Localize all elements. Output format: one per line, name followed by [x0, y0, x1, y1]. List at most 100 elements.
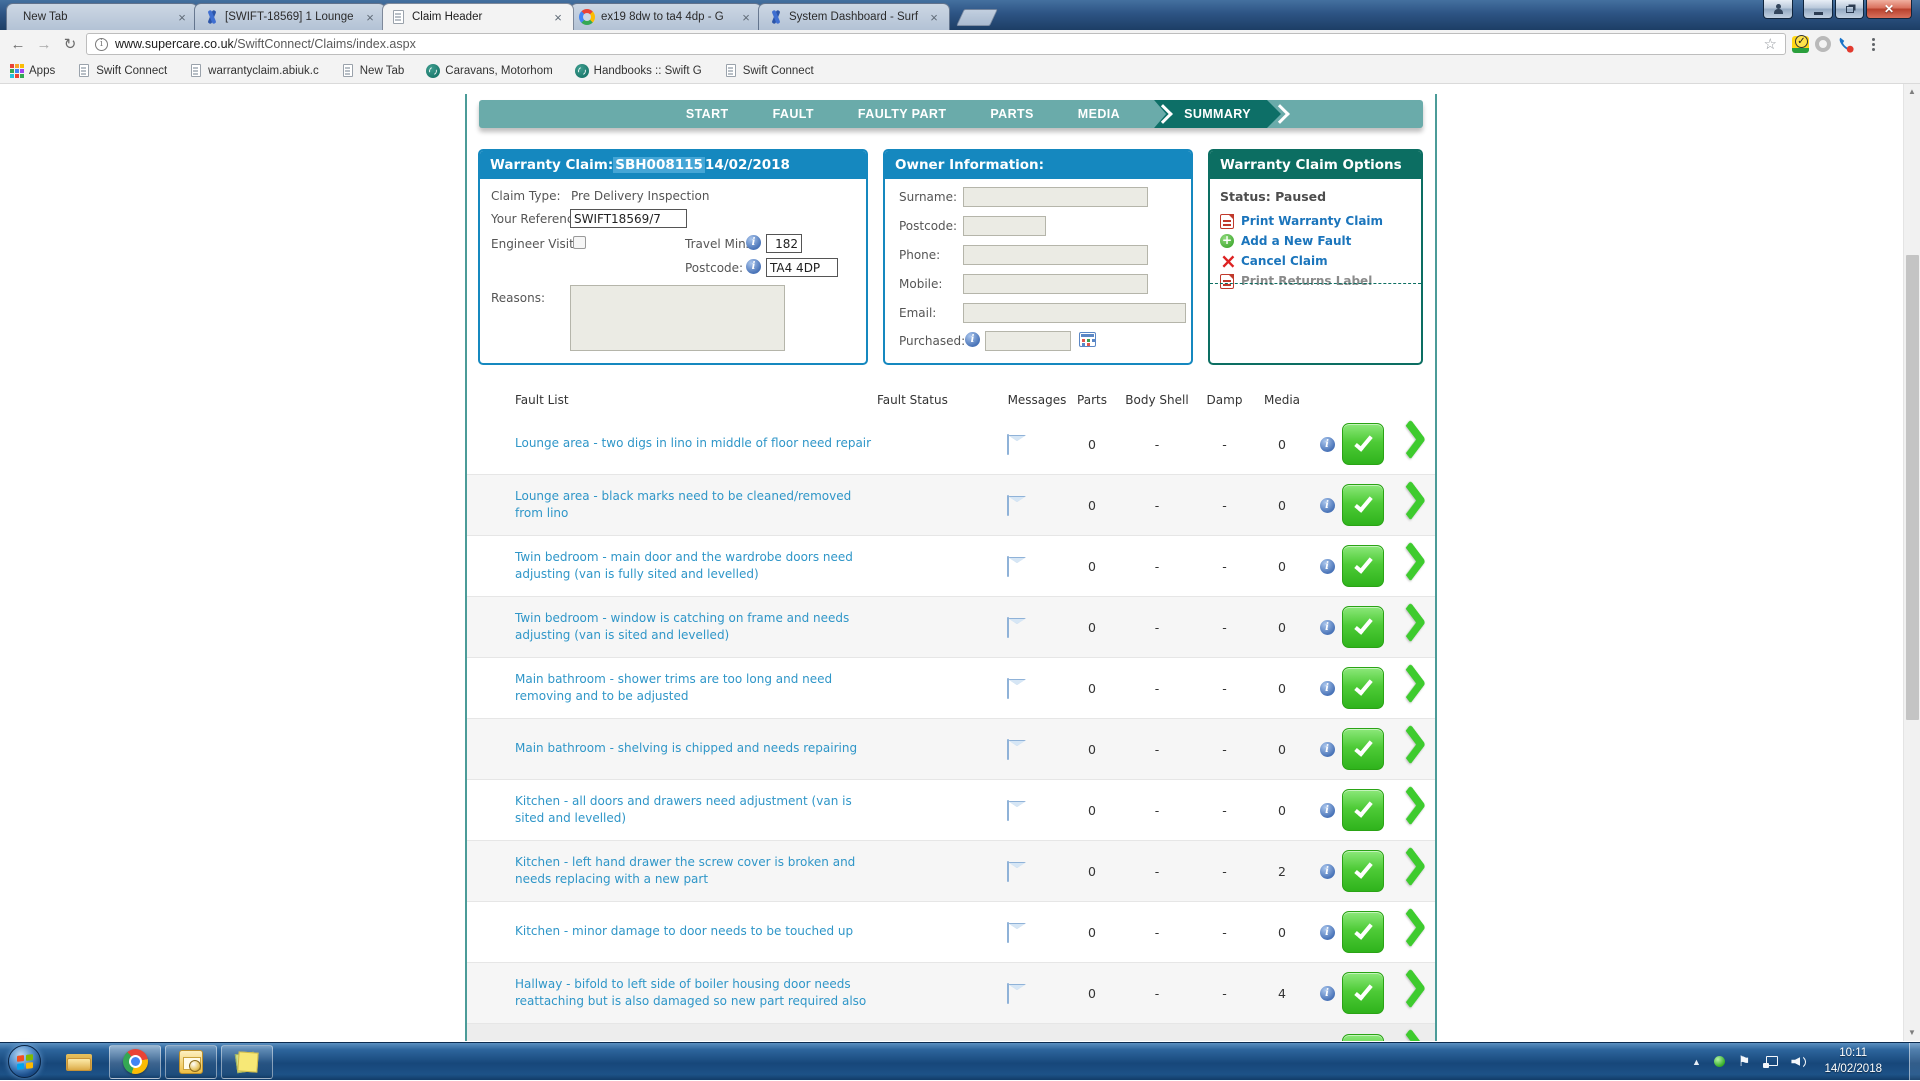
message-envelope-icon[interactable]	[1007, 617, 1009, 638]
fault-link[interactable]: Kitchen - left hand drawer the screw cov…	[515, 854, 877, 889]
new-tab-button[interactable]	[956, 9, 998, 26]
fault-link[interactable]: Kitchen - all doors and drawers need adj…	[515, 793, 877, 828]
calendar-icon[interactable]	[1079, 332, 1096, 347]
open-fault-button[interactable]	[1396, 1034, 1422, 1041]
fault-info-icon[interactable]: i	[1320, 681, 1335, 696]
complete-fault-button[interactable]	[1342, 606, 1384, 648]
page-scrollbar[interactable]: ▲ ▼	[1903, 84, 1920, 1041]
complete-fault-button[interactable]	[1342, 911, 1384, 953]
complete-fault-button[interactable]	[1342, 728, 1384, 770]
fault-info-icon[interactable]: i	[1320, 742, 1335, 757]
scrollbar-up-icon[interactable]: ▲	[1904, 84, 1920, 100]
complete-fault-button[interactable]	[1342, 1034, 1384, 1041]
bookmark-item[interactable]: warrantyclaim.abiuk.c	[189, 64, 319, 77]
open-fault-button[interactable]	[1396, 425, 1422, 463]
wizard-step[interactable]: START	[686, 107, 729, 121]
complete-fault-button[interactable]	[1342, 667, 1384, 709]
profile-button[interactable]	[1763, 0, 1793, 19]
network-icon[interactable]	[1763, 1056, 1778, 1068]
tab-close-icon[interactable]: ×	[175, 10, 189, 25]
open-fault-button[interactable]	[1396, 547, 1422, 585]
back-button[interactable]: ←	[8, 36, 28, 53]
bookmark-item[interactable]: Caravans, Motorhom	[426, 64, 552, 78]
open-fault-button[interactable]	[1396, 486, 1422, 524]
surname-input[interactable]	[963, 187, 1148, 207]
browser-tab[interactable]: ex19 8dw to ta4 4dp - G ×	[570, 3, 762, 30]
bookmark-star-icon[interactable]: ☆	[1764, 35, 1777, 53]
message-envelope-icon[interactable]	[1007, 495, 1009, 516]
complete-fault-button[interactable]	[1342, 423, 1384, 465]
tab-close-icon[interactable]: ×	[927, 10, 941, 25]
complete-fault-button[interactable]	[1342, 972, 1384, 1014]
message-envelope-icon[interactable]	[1007, 922, 1009, 943]
fault-info-icon[interactable]: i	[1320, 559, 1335, 574]
option-link[interactable]: Cancel Claim	[1220, 251, 1413, 271]
action-center-flag-icon[interactable]: ⚑	[1738, 1053, 1751, 1070]
browser-tab[interactable]: New Tab ×	[6, 3, 198, 30]
open-fault-button[interactable]	[1396, 852, 1422, 890]
browser-tab[interactable]: Claim Header ×	[382, 3, 574, 30]
fault-link[interactable]: Twin bedroom - main door and the wardrob…	[515, 549, 877, 584]
message-envelope-icon[interactable]	[1007, 739, 1009, 760]
fault-link[interactable]: Main bathroom - shower trims are too lon…	[515, 671, 877, 706]
tab-close-icon[interactable]: ×	[739, 10, 753, 25]
email-input[interactable]	[963, 303, 1186, 323]
message-envelope-icon[interactable]	[1007, 800, 1009, 821]
refresh-button[interactable]: ↻	[60, 35, 80, 53]
complete-fault-button[interactable]	[1342, 545, 1384, 587]
wizard-step[interactable]: PARTS	[990, 107, 1033, 121]
wizard-step[interactable]: SUMMARY	[1154, 100, 1281, 128]
taskbar-chrome-button[interactable]	[109, 1045, 161, 1079]
bookmark-item[interactable]: Swift Connect	[724, 64, 814, 77]
taskbar-sticky-notes-button[interactable]	[221, 1045, 273, 1079]
phone-input[interactable]	[963, 245, 1148, 265]
taskbar-clock[interactable]: 10:11 14/02/2018	[1824, 1046, 1882, 1077]
engineer-visit-checkbox[interactable]	[573, 236, 586, 249]
complete-fault-button[interactable]	[1342, 789, 1384, 831]
browser-tab[interactable]: System Dashboard - Surf ×	[758, 3, 950, 30]
extension-timer-icon[interactable]	[1792, 36, 1809, 53]
message-envelope-icon[interactable]	[1007, 861, 1009, 882]
show-desktop-button[interactable]	[1909, 1043, 1920, 1081]
forward-button[interactable]: →	[34, 36, 54, 53]
volume-icon[interactable]	[1791, 1055, 1807, 1068]
taskbar-outlook-button[interactable]	[165, 1045, 217, 1079]
fault-link[interactable]: Kitchen - minor damage to door needs to …	[515, 923, 877, 940]
taskbar-explorer-button[interactable]	[53, 1045, 105, 1079]
wizard-step[interactable]: FAULT	[773, 107, 814, 121]
fault-info-icon[interactable]: i	[1320, 498, 1335, 513]
page-info-icon[interactable]: i	[95, 38, 108, 51]
browser-tab[interactable]: [SWIFT-18569] 1 Lounge ×	[194, 3, 386, 30]
reasons-textarea[interactable]	[570, 285, 785, 351]
fault-link[interactable]: Main bathroom - shelving is chipped and …	[515, 740, 877, 757]
travel-mins-input[interactable]: 182	[766, 234, 802, 253]
open-fault-button[interactable]	[1396, 791, 1422, 829]
chrome-menu-icon[interactable]	[1864, 38, 1882, 51]
open-fault-button[interactable]	[1396, 913, 1422, 951]
open-fault-button[interactable]	[1396, 974, 1422, 1012]
wizard-step[interactable]: MEDIA	[1078, 107, 1120, 121]
option-link[interactable]: Print Returns Label	[1220, 271, 1413, 291]
scrollbar-thumb[interactable]	[1906, 255, 1919, 720]
tray-status-icon[interactable]	[1714, 1056, 1725, 1067]
open-fault-button[interactable]	[1396, 730, 1422, 768]
start-button[interactable]	[8, 1045, 41, 1078]
travel-mins-info-icon[interactable]: i	[746, 235, 761, 250]
tab-close-icon[interactable]: ×	[551, 10, 565, 25]
open-fault-button[interactable]	[1396, 669, 1422, 707]
fault-link[interactable]: Lounge area - black marks need to be cle…	[515, 488, 877, 523]
bookmark-item[interactable]: Swift Connect	[77, 64, 167, 77]
fault-link[interactable]: Twin bedroom - window is catching on fra…	[515, 610, 877, 645]
tab-close-icon[interactable]: ×	[363, 10, 377, 25]
scrollbar-down-icon[interactable]: ▼	[1904, 1025, 1920, 1041]
message-envelope-icon[interactable]	[1007, 983, 1009, 1004]
purchased-info-icon[interactable]: i	[965, 332, 980, 347]
claim-postcode-info-icon[interactable]: i	[746, 259, 761, 274]
extension-circle-icon[interactable]	[1815, 36, 1831, 52]
mobile-input[interactable]	[963, 274, 1148, 294]
bookmark-item[interactable]: Apps	[10, 64, 55, 78]
open-fault-button[interactable]	[1396, 608, 1422, 646]
bookmark-item[interactable]: New Tab	[341, 64, 405, 77]
fault-info-icon[interactable]: i	[1320, 620, 1335, 635]
restore-button[interactable]	[1835, 0, 1864, 19]
